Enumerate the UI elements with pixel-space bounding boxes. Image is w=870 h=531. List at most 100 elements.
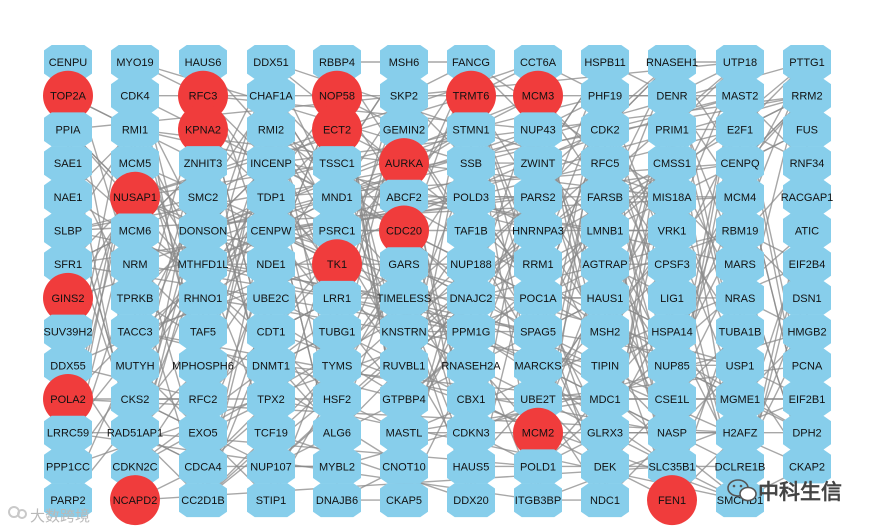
- gene-node-mcm5[interactable]: MCM5: [111, 146, 159, 181]
- gene-node-nup188[interactable]: NUP188: [447, 247, 495, 282]
- gene-node-mis18a[interactable]: MIS18A: [648, 179, 696, 214]
- gene-node-psrc1[interactable]: PSRC1: [313, 213, 361, 248]
- gene-node-agtrap[interactable]: AGTRAP: [581, 247, 629, 282]
- gene-node-hnrnpa3[interactable]: HNRNPA3: [512, 213, 564, 248]
- gene-node-cct6a[interactable]: CCT6A: [514, 45, 562, 79]
- gene-node-haus1[interactable]: HAUS1: [581, 280, 629, 315]
- gene-node-farsb[interactable]: FARSB: [581, 179, 629, 214]
- gene-node-tprkb[interactable]: TPRKB: [111, 280, 159, 315]
- gene-node-tacc3[interactable]: TACC3: [111, 314, 159, 349]
- gene-node-mnd1[interactable]: MND1: [313, 179, 361, 214]
- gene-node-nrm[interactable]: NRM: [111, 247, 159, 282]
- gene-node-dek[interactable]: DEK: [581, 449, 629, 484]
- gene-node-dph2[interactable]: DPH2: [783, 415, 831, 450]
- gene-node-vrk1[interactable]: VRK1: [648, 213, 696, 248]
- gene-node-mutyh[interactable]: MUTYH: [111, 348, 159, 383]
- gene-node-ppp1cc[interactable]: PPP1CC: [44, 449, 92, 484]
- gene-node-timeless[interactable]: TIMELESS: [377, 280, 431, 315]
- gene-node-cmss1[interactable]: CMSS1: [648, 146, 696, 181]
- gene-node-cc2d1b[interactable]: CC2D1B: [179, 483, 227, 518]
- gene-node-ube2t[interactable]: UBE2T: [514, 382, 562, 416]
- gene-node-cnot10[interactable]: CNOT10: [380, 449, 428, 484]
- gene-node-taf1b[interactable]: TAF1B: [447, 213, 495, 248]
- gene-node-mcm2[interactable]: MCM2: [513, 407, 563, 458]
- gene-node-cks2[interactable]: CKS2: [111, 382, 159, 416]
- gene-node-nde1[interactable]: NDE1: [247, 247, 295, 282]
- gene-node-nup107[interactable]: NUP107: [247, 449, 295, 484]
- gene-node-cdk4[interactable]: CDK4: [111, 78, 159, 113]
- gene-node-marcks[interactable]: MARCKS: [514, 348, 562, 383]
- gene-node-rrm2[interactable]: RRM2: [783, 78, 831, 113]
- gene-node-smchd1[interactable]: SMCHD1: [716, 483, 764, 518]
- gene-node-denr[interactable]: DENR: [648, 78, 696, 113]
- gene-node-mars[interactable]: MARS: [716, 247, 764, 282]
- gene-node-rbm19[interactable]: RBM19: [716, 213, 764, 248]
- gene-node-usp1[interactable]: USP1: [716, 348, 764, 383]
- gene-node-glrx3[interactable]: GLRX3: [581, 415, 629, 450]
- gene-node-cdt1[interactable]: CDT1: [247, 314, 295, 349]
- gene-node-rfc2[interactable]: RFC2: [179, 382, 227, 416]
- gene-node-cbx1[interactable]: CBX1: [447, 382, 495, 416]
- gene-node-rrm1[interactable]: RRM1: [514, 247, 562, 282]
- gene-node-tuba1b[interactable]: TUBA1B: [716, 314, 764, 349]
- gene-node-utp18[interactable]: UTP18: [716, 45, 764, 79]
- gene-node-ddx55[interactable]: DDX55: [44, 348, 92, 383]
- gene-node-ruvbl1[interactable]: RUVBL1: [380, 348, 428, 383]
- gene-node-parp2[interactable]: PARP2: [44, 483, 92, 518]
- gene-node-rmi2[interactable]: RMI2: [247, 112, 295, 147]
- gene-node-gars[interactable]: GARS: [380, 247, 428, 282]
- gene-node-lmnb1[interactable]: LMNB1: [581, 213, 629, 248]
- gene-node-tcf19[interactable]: TCF19: [247, 415, 295, 450]
- gene-node-pola2[interactable]: POLA2: [43, 374, 93, 424]
- gene-node-dnmt1[interactable]: DNMT1: [247, 348, 295, 383]
- gene-node-nasp[interactable]: NASP: [648, 415, 696, 450]
- gene-node-hspb11[interactable]: HSPB11: [581, 45, 629, 79]
- gene-node-tyms[interactable]: TYMS: [313, 348, 361, 383]
- gene-node-kpna2[interactable]: KPNA2: [178, 104, 228, 155]
- gene-node-pold3[interactable]: POLD3: [447, 179, 495, 214]
- gene-node-rnaseh1[interactable]: RNASEH1: [646, 45, 698, 79]
- gene-node-sae1[interactable]: SAE1: [44, 146, 92, 181]
- gene-node-ckap5[interactable]: CKAP5: [380, 483, 428, 518]
- gene-node-pcna[interactable]: PCNA: [783, 348, 831, 383]
- gene-node-cdk2[interactable]: CDK2: [581, 112, 629, 147]
- gene-node-cdkn3[interactable]: CDKN3: [447, 415, 495, 450]
- gene-node-chaf1a[interactable]: CHAF1A: [247, 78, 295, 113]
- gene-node-msh2[interactable]: MSH2: [581, 314, 629, 349]
- gene-node-gtpbp4[interactable]: GTPBP4: [380, 382, 428, 416]
- gene-node-myo19[interactable]: MYO19: [111, 45, 159, 79]
- gene-node-rmi1[interactable]: RMI1: [111, 112, 159, 147]
- gene-node-rbbp4[interactable]: RBBP4: [313, 45, 361, 79]
- gene-node-rnaseh2a[interactable]: RNASEH2A: [441, 348, 501, 383]
- gene-node-haus5[interactable]: HAUS5: [447, 449, 495, 484]
- gene-node-sfr1[interactable]: SFR1: [44, 247, 92, 282]
- gene-node-fen1[interactable]: FEN1: [647, 475, 697, 526]
- gene-node-cpsf3[interactable]: CPSF3: [648, 247, 696, 282]
- gene-node-msh6[interactable]: MSH6: [380, 45, 428, 79]
- gene-node-top2a[interactable]: TOP2A: [43, 70, 93, 121]
- gene-node-exo5[interactable]: EXO5: [179, 415, 227, 450]
- gene-node-dnajb6[interactable]: DNAJB6: [313, 483, 361, 518]
- gene-node-lrr1[interactable]: LRR1: [313, 280, 361, 315]
- gene-node-nup43[interactable]: NUP43: [514, 112, 562, 147]
- gene-node-nup85[interactable]: NUP85: [648, 348, 696, 383]
- gene-node-dclre1b[interactable]: DCLRE1B: [715, 449, 766, 484]
- gene-node-smc2[interactable]: SMC2: [179, 179, 227, 214]
- gene-node-dnajc2[interactable]: DNAJC2: [447, 280, 495, 315]
- gene-node-tipin[interactable]: TIPIN: [581, 348, 629, 383]
- gene-node-incenp[interactable]: INCENP: [247, 146, 295, 181]
- gene-node-cdc20[interactable]: CDC20: [379, 205, 429, 256]
- gene-node-lig1[interactable]: LIG1: [648, 280, 696, 315]
- gene-node-eif2b4[interactable]: EIF2B4: [783, 247, 831, 282]
- gene-node-hmgb2[interactable]: HMGB2: [783, 314, 831, 349]
- gene-node-suv39h2[interactable]: SUV39H2: [44, 314, 93, 349]
- gene-node-eif2b1[interactable]: EIF2B1: [783, 382, 831, 416]
- gene-node-cenpu[interactable]: CENPU: [44, 45, 92, 79]
- gene-node-nae1[interactable]: NAE1: [44, 179, 92, 214]
- gene-node-ube2c[interactable]: UBE2C: [247, 280, 295, 315]
- gene-node-cenpq[interactable]: CENPQ: [716, 146, 764, 181]
- gene-node-spag5[interactable]: SPAG5: [514, 314, 562, 349]
- gene-node-ndc1[interactable]: NDC1: [581, 483, 629, 518]
- gene-node-ddx20[interactable]: DDX20: [447, 483, 495, 518]
- gene-node-abcf2[interactable]: ABCF2: [380, 179, 428, 214]
